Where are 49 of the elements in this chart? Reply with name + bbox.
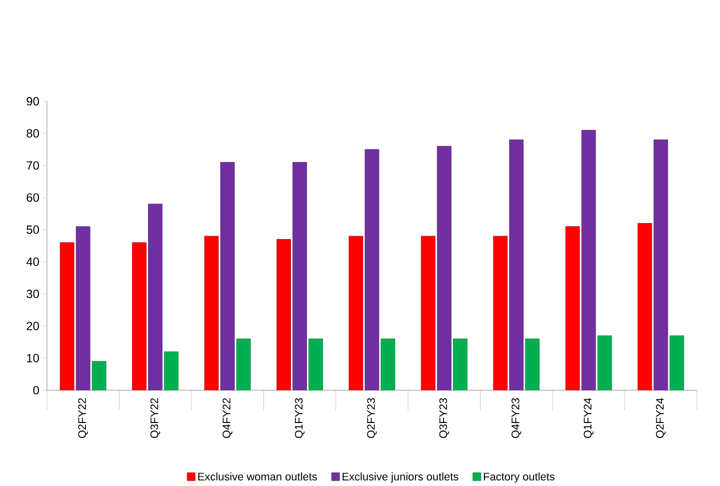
y-tick-label: 60 xyxy=(26,193,39,202)
x-tick-label: Q3FY23 xyxy=(439,398,450,438)
x-tick-label: Q1FY23 xyxy=(294,398,305,438)
bar xyxy=(276,239,291,390)
x-tick-label: Q2FY24 xyxy=(656,398,666,438)
bar xyxy=(597,336,612,390)
bar xyxy=(565,226,580,390)
y-tick-label: 70 xyxy=(26,161,39,170)
bar xyxy=(525,338,540,390)
bar xyxy=(164,352,178,390)
y-tick-label: 50 xyxy=(26,226,39,234)
bar xyxy=(236,338,251,390)
bar xyxy=(92,361,106,390)
y-tick-label: 30 xyxy=(26,290,39,298)
bar xyxy=(292,162,307,390)
bar xyxy=(380,338,396,390)
bar xyxy=(638,223,652,390)
bar xyxy=(364,149,380,390)
bar xyxy=(308,338,323,390)
bar xyxy=(654,140,668,390)
y-tick-label: 0 xyxy=(33,386,39,395)
x-tick-label: Q2FY23 xyxy=(367,398,377,438)
legend-label: Exclusive juniors outlets xyxy=(342,472,458,483)
legend-label: Exclusive woman outlets xyxy=(198,472,317,481)
x-tick-label: Q3FY22 xyxy=(150,398,160,438)
bar xyxy=(493,236,508,390)
y-tick-label: 10 xyxy=(27,354,39,362)
bar xyxy=(509,140,524,390)
y-tick-label: 40 xyxy=(26,258,39,266)
bar xyxy=(148,204,162,390)
legend-label: Factory outlets xyxy=(484,472,555,483)
bar xyxy=(76,226,90,390)
bar xyxy=(670,336,684,390)
y-tick-label: 90 xyxy=(26,97,39,106)
bar xyxy=(420,236,436,390)
bar xyxy=(60,242,74,390)
bar xyxy=(436,146,452,390)
bar xyxy=(348,236,364,390)
bar xyxy=(581,130,596,390)
y-tick-label: 80 xyxy=(26,129,39,138)
bar xyxy=(452,338,468,390)
bar xyxy=(204,236,219,390)
x-tick-label: Q1FY24 xyxy=(584,398,594,438)
bar xyxy=(132,242,146,390)
bar xyxy=(220,162,235,390)
x-tick-label: Q4FY22 xyxy=(222,398,232,438)
x-tick-label: Q2FY22 xyxy=(78,398,88,438)
x-tick-label: Q4FY23 xyxy=(512,398,522,438)
y-tick-label: 20 xyxy=(26,322,39,330)
